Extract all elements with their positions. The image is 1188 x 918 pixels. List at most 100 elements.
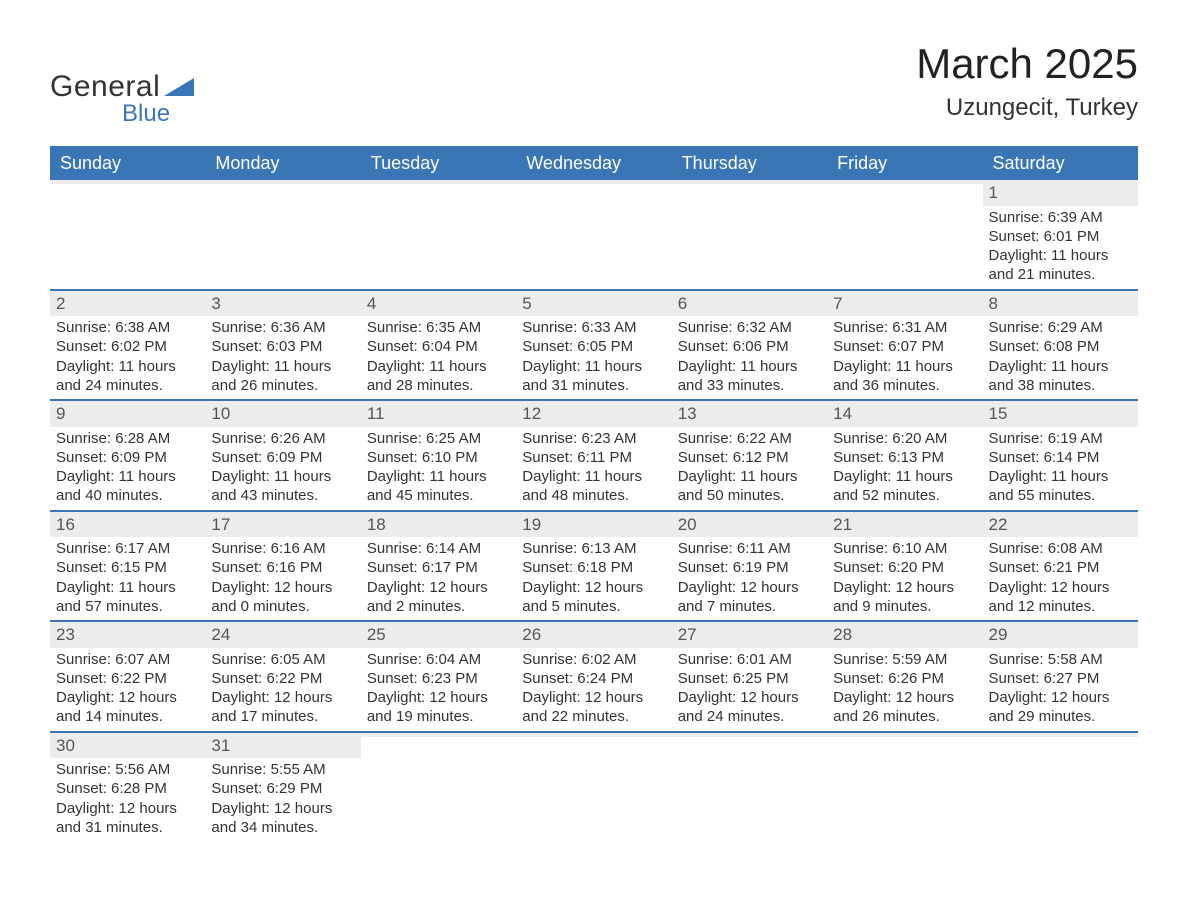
day-cell: Sunrise: 6:13 AMSunset: 6:18 PMDaylight:… (516, 537, 671, 620)
day-daylight2: and 43 minutes. (211, 486, 354, 505)
day-number: 7 (827, 289, 982, 317)
day-daylight1: Daylight: 11 hours (522, 467, 665, 486)
day-daylight1: Daylight: 12 hours (833, 688, 976, 707)
day-daylight1: Daylight: 11 hours (56, 357, 199, 376)
day-sunset: Sunset: 6:15 PM (56, 558, 199, 577)
day-cell: Sunrise: 6:19 AMSunset: 6:14 PMDaylight:… (983, 427, 1138, 510)
day-sunrise: Sunrise: 6:38 AM (56, 318, 199, 337)
day-daylight1: Daylight: 12 hours (522, 578, 665, 597)
day-daylight1: Daylight: 12 hours (678, 688, 821, 707)
day-daylight1: Daylight: 12 hours (211, 799, 354, 818)
day-sunrise: Sunrise: 6:36 AM (211, 318, 354, 337)
day-daylight2: and 34 minutes. (211, 818, 354, 837)
day-cell: Sunrise: 6:35 AMSunset: 6:04 PMDaylight:… (361, 316, 516, 399)
day-sunrise: Sunrise: 6:08 AM (989, 539, 1132, 558)
day-sunset: Sunset: 6:24 PM (522, 669, 665, 688)
day-number: 27 (672, 620, 827, 648)
day-sunset: Sunset: 6:20 PM (833, 558, 976, 577)
day-sunset: Sunset: 6:06 PM (678, 337, 821, 356)
day-daylight2: and 57 minutes. (56, 597, 199, 616)
day-number: 21 (827, 510, 982, 538)
day-number: 13 (672, 399, 827, 427)
header: General Blue March 2025 Uzungecit, Turke… (50, 40, 1138, 128)
day-number (672, 731, 827, 737)
day-header-friday: Friday (827, 146, 982, 180)
day-number (516, 731, 671, 737)
day-sunrise: Sunrise: 6:02 AM (522, 650, 665, 669)
day-sunset: Sunset: 6:07 PM (833, 337, 976, 356)
day-sunrise: Sunrise: 6:14 AM (367, 539, 510, 558)
day-sunset: Sunset: 6:16 PM (211, 558, 354, 577)
day-number: 25 (361, 620, 516, 648)
day-number: 12 (516, 399, 671, 427)
day-sunrise: Sunrise: 6:13 AM (522, 539, 665, 558)
day-daylight1: Daylight: 11 hours (989, 357, 1132, 376)
day-daylight2: and 12 minutes. (989, 597, 1132, 616)
day-daylight1: Daylight: 11 hours (211, 357, 354, 376)
day-daylight1: Daylight: 11 hours (56, 578, 199, 597)
day-sunset: Sunset: 6:22 PM (56, 669, 199, 688)
day-number: 24 (205, 620, 360, 648)
day-daylight2: and 48 minutes. (522, 486, 665, 505)
day-number: 1 (983, 180, 1138, 206)
day-sunrise: Sunrise: 6:11 AM (678, 539, 821, 558)
logo: General Blue (50, 40, 194, 128)
day-sunset: Sunset: 6:19 PM (678, 558, 821, 577)
day-number (827, 180, 982, 184)
location-label: Uzungecit, Turkey (916, 94, 1138, 122)
day-cell: Sunrise: 6:05 AMSunset: 6:22 PMDaylight:… (205, 648, 360, 731)
day-daylight2: and 50 minutes. (678, 486, 821, 505)
day-daylight2: and 26 minutes. (833, 707, 976, 726)
day-sunset: Sunset: 6:28 PM (56, 779, 199, 798)
day-daylight2: and 26 minutes. (211, 376, 354, 395)
day-number: 3 (205, 289, 360, 317)
day-daylight1: Daylight: 12 hours (367, 688, 510, 707)
day-header-sunday: Sunday (50, 146, 205, 180)
day-daylight2: and 29 minutes. (989, 707, 1132, 726)
day-daylight2: and 40 minutes. (56, 486, 199, 505)
calendar-head: Sunday Monday Tuesday Wednesday Thursday… (50, 146, 1138, 180)
day-daylight2: and 24 minutes. (678, 707, 821, 726)
day-cell: Sunrise: 6:17 AMSunset: 6:15 PMDaylight:… (50, 537, 205, 620)
day-number (205, 180, 360, 184)
day-daylight2: and 21 minutes. (989, 265, 1132, 284)
day-number: 28 (827, 620, 982, 648)
day-daylight2: and 9 minutes. (833, 597, 976, 616)
day-number: 8 (983, 289, 1138, 317)
day-cell: Sunrise: 6:22 AMSunset: 6:12 PMDaylight:… (672, 427, 827, 510)
day-number: 17 (205, 510, 360, 538)
day-number: 26 (516, 620, 671, 648)
day-daylight2: and 0 minutes. (211, 597, 354, 616)
day-number: 14 (827, 399, 982, 427)
day-cell: Sunrise: 6:29 AMSunset: 6:08 PMDaylight:… (983, 316, 1138, 399)
day-daylight2: and 28 minutes. (367, 376, 510, 395)
day-daylight2: and 22 minutes. (522, 707, 665, 726)
day-cell (827, 206, 982, 212)
day-daylight1: Daylight: 12 hours (367, 578, 510, 597)
day-number (50, 180, 205, 184)
day-daylight1: Daylight: 11 hours (367, 357, 510, 376)
day-cell (827, 758, 982, 764)
day-daylight1: Daylight: 11 hours (833, 467, 976, 486)
day-sunrise: Sunrise: 6:16 AM (211, 539, 354, 558)
day-daylight1: Daylight: 11 hours (989, 467, 1132, 486)
day-number (361, 180, 516, 184)
day-daylight1: Daylight: 11 hours (833, 357, 976, 376)
day-header-thursday: Thursday (672, 146, 827, 180)
day-sunset: Sunset: 6:08 PM (989, 337, 1132, 356)
day-sunrise: Sunrise: 6:23 AM (522, 429, 665, 448)
day-daylight2: and 5 minutes. (522, 597, 665, 616)
day-number: 4 (361, 289, 516, 317)
day-cell: Sunrise: 6:31 AMSunset: 6:07 PMDaylight:… (827, 316, 982, 399)
day-sunrise: Sunrise: 5:55 AM (211, 760, 354, 779)
day-daylight1: Daylight: 11 hours (211, 467, 354, 486)
day-sunrise: Sunrise: 5:59 AM (833, 650, 976, 669)
day-daylight2: and 55 minutes. (989, 486, 1132, 505)
day-cell (205, 206, 360, 212)
day-cell: Sunrise: 6:26 AMSunset: 6:09 PMDaylight:… (205, 427, 360, 510)
day-cell (50, 206, 205, 212)
day-cell: Sunrise: 6:01 AMSunset: 6:25 PMDaylight:… (672, 648, 827, 731)
day-sunrise: Sunrise: 6:33 AM (522, 318, 665, 337)
day-number: 22 (983, 510, 1138, 538)
logo-text-blue: Blue (122, 100, 194, 128)
